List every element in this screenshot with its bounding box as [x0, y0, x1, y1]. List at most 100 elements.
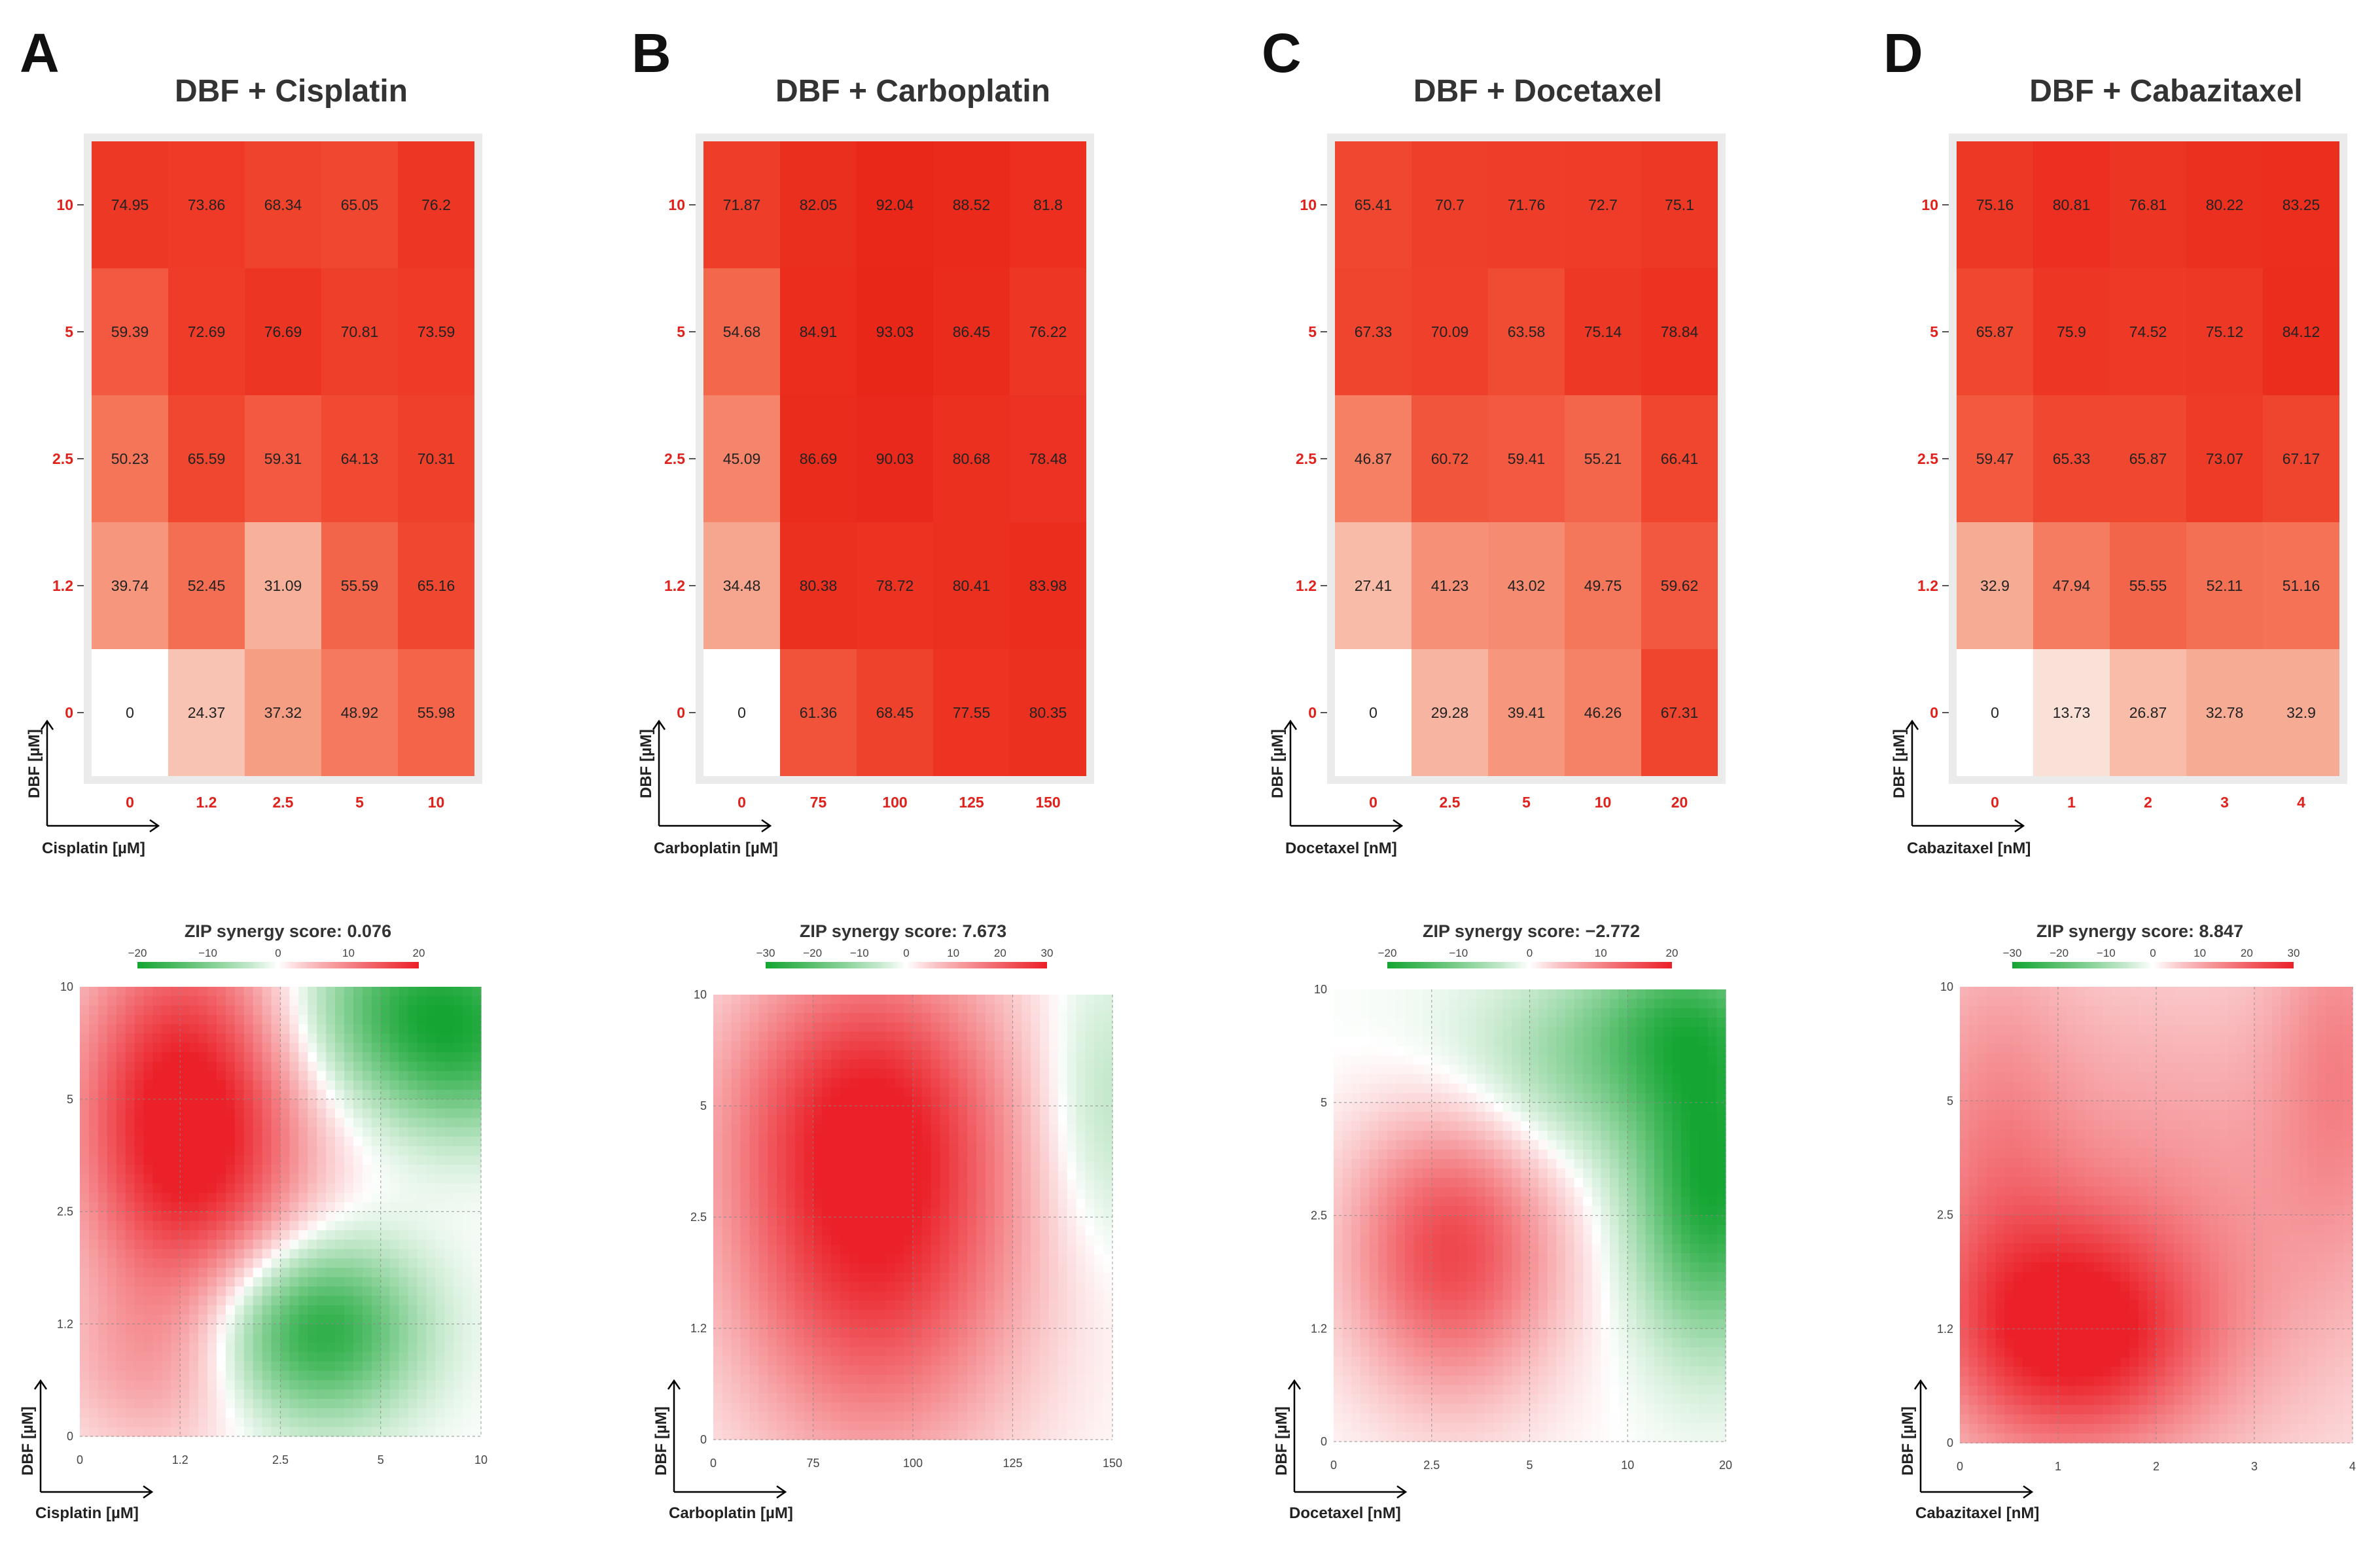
legend-tick-label: 0: [2150, 947, 2156, 959]
y-tick-label: 5: [1947, 1094, 1953, 1107]
heatmap-cell: [398, 395, 474, 522]
panel-letter: C: [1262, 22, 1302, 84]
legend-tick-label: −10: [2097, 947, 2116, 959]
cell-value-label: 74.52: [2129, 323, 2167, 340]
drug-axis-label: Docetaxel [nM]: [1285, 840, 1397, 857]
dbf-axis-arrowhead: [1283, 719, 1298, 730]
y-tick-label: 2.5: [1296, 450, 1317, 467]
x-tick-label: 10: [1621, 1459, 1634, 1472]
cell-value-label: 0: [126, 704, 134, 721]
dbf-axis-label: DBF [µM]: [1273, 1406, 1290, 1476]
cell-value-label: 45.09: [723, 450, 761, 467]
x-tick-label: 0: [710, 1457, 717, 1470]
drug-axis-label: Carboplatin [µM]: [654, 840, 778, 857]
cell-value-label: 83.25: [2282, 196, 2320, 213]
heatmap-cell: [245, 268, 321, 395]
heatmap-cell: [780, 395, 857, 522]
cell-value-label: 49.75: [1584, 577, 1622, 594]
cell-value-label: 32.78: [2206, 704, 2244, 721]
heatmap-cell: [1957, 268, 2033, 395]
cell-value-label: 54.68: [723, 323, 761, 340]
drug-axis-label: Docetaxel [nM]: [1289, 1504, 1401, 1522]
heatmap-cell: [703, 395, 780, 522]
heatmap-cell: [1488, 522, 1565, 649]
heatmap-cell: [1641, 649, 1718, 776]
cell-value-label: 73.86: [188, 196, 226, 213]
legend-tick-label: −20: [2050, 947, 2069, 959]
cell-value-label: 71.87: [723, 196, 761, 213]
drug-axis-arrowhead: [2014, 819, 2025, 833]
heatmap-cell: [933, 649, 1010, 776]
y-tick-label: 2.5: [664, 450, 685, 467]
heatmap-cell: [398, 268, 474, 395]
legend-tick-label: −10: [850, 947, 869, 959]
y-tick-label: 10: [56, 196, 73, 213]
cell-value-label: 67.33: [1355, 323, 1393, 340]
x-tick-label: 1: [2067, 794, 2076, 811]
heatmap-cell: [933, 522, 1010, 649]
heatmap-cell: [2033, 268, 2110, 395]
y-tick-label: 2.5: [57, 1205, 73, 1218]
x-tick-label: 5: [1526, 1459, 1533, 1472]
heatmap-cell: [780, 268, 857, 395]
drug-axis-arrowhead: [761, 819, 772, 833]
cell-value-label: 80.41: [953, 577, 991, 594]
cell-value-label: 76.69: [264, 323, 302, 340]
dbf-axis-label: DBF [µM]: [1891, 729, 1908, 798]
x-tick-label: 10: [428, 794, 445, 811]
dose-response-panel-d: D DBF + Cabazitaxel 75.16 80.81 76.81 80.22 83…: [1883, 22, 2347, 857]
heatmap-cell: [1488, 649, 1565, 776]
cell-value-label: 60.72: [1431, 450, 1469, 467]
x-tick-label: 2: [2153, 1460, 2159, 1473]
heatmap-cell: [2263, 141, 2339, 268]
x-tick-label: 10: [474, 1453, 488, 1466]
cell-value-label: 37.32: [264, 704, 302, 721]
x-tick-label: 3: [2251, 1460, 2258, 1473]
y-tick-label: 1.2: [1937, 1322, 1953, 1336]
y-tick-label: 2.5: [1937, 1209, 1953, 1222]
heatmap-cell: [2033, 141, 2110, 268]
heatmap-cell: [780, 649, 857, 776]
cell-value-label: 72.69: [188, 323, 226, 340]
heatmap-cell: [92, 141, 168, 268]
heatmap-cell: [321, 141, 398, 268]
drug-axis-arrowhead: [143, 1485, 154, 1499]
heatmap-cell: [1010, 268, 1086, 395]
legend-tick-label: 20: [1666, 947, 1678, 959]
cell-value-label: 77.55: [953, 704, 991, 721]
heatmap-cell: [857, 649, 933, 776]
y-tick-label: 0: [700, 1433, 707, 1446]
cell-value-label: 75.1: [1665, 196, 1694, 213]
cell-value-label: 13.73: [2053, 704, 2091, 721]
cell-value-label: 52.11: [2207, 577, 2243, 594]
heatmap-cell: [2263, 268, 2339, 395]
x-tick-label: 0: [737, 794, 746, 811]
heatmap-cell: [780, 522, 857, 649]
heatmap-cell: [398, 649, 474, 776]
heatmap-cell: [2110, 395, 2186, 522]
cell-value-label: 75.14: [1584, 323, 1622, 340]
y-tick-label: 1.2: [664, 577, 685, 594]
cell-value-label: 84.12: [2282, 323, 2320, 340]
heatmap-cell: [2110, 268, 2186, 395]
heatmap-cell: [1957, 649, 2033, 776]
cell-value-label: 80.81: [2053, 196, 2091, 213]
y-tick-label: 5: [65, 323, 73, 340]
y-tick-label: 0: [1308, 704, 1317, 721]
x-tick-label: 0: [1957, 1460, 1963, 1473]
y-tick-label: 0: [1930, 704, 1938, 721]
heatmap-cell: [1565, 141, 1641, 268]
y-tick-label: 2.5: [52, 450, 73, 467]
y-tick-label: 10: [60, 980, 73, 993]
heatmap-cell: [1641, 395, 1718, 522]
cell-value-label: 64.13: [341, 450, 379, 467]
cell-value-label: 76.22: [1029, 323, 1067, 340]
heatmap-cell: [321, 268, 398, 395]
heatmap-cell: [2110, 522, 2186, 649]
cell-value-label: 65.41: [1355, 196, 1393, 213]
x-tick-label: 1.2: [172, 1453, 188, 1466]
heatmap-cell: [1335, 649, 1412, 776]
y-tick-label: 10: [1940, 980, 1953, 993]
legend-tick-label: 10: [1595, 947, 1607, 959]
y-tick-label: 5: [1930, 323, 1938, 340]
